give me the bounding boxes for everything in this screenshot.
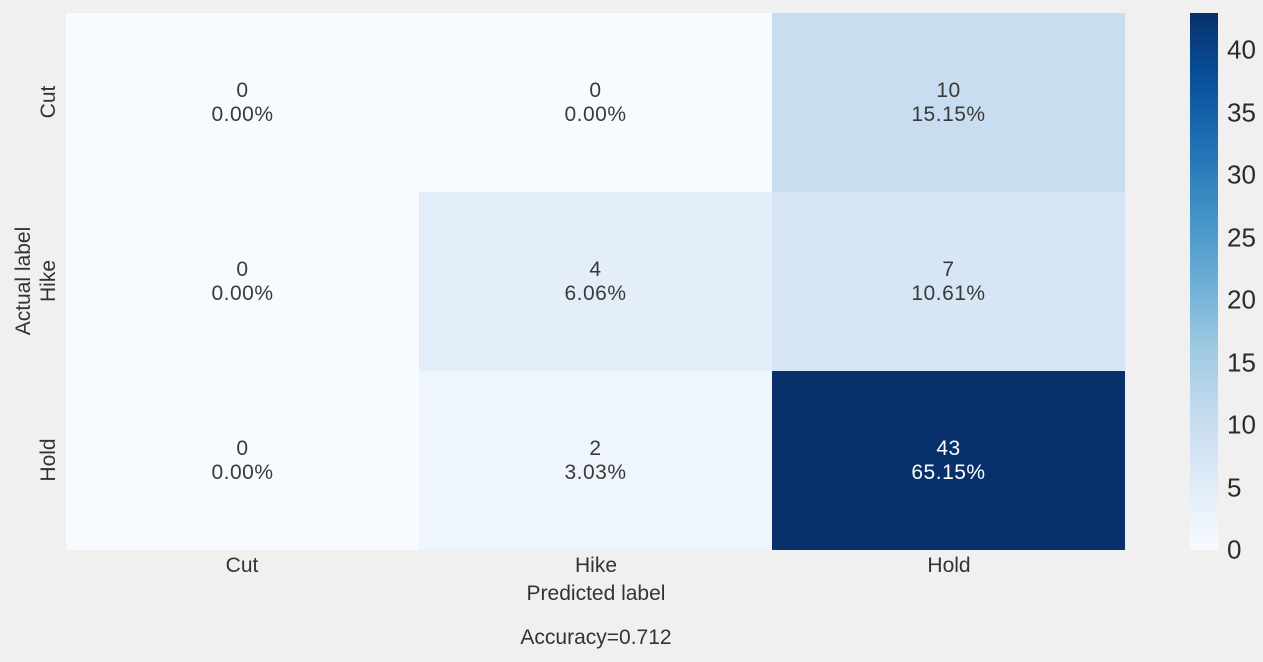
cell-count: 0 bbox=[236, 78, 249, 102]
colorbar-tick-label: 35 bbox=[1227, 97, 1256, 128]
x-tick-label-hold: Hold bbox=[927, 554, 971, 577]
cell-percent: 0.00% bbox=[564, 102, 627, 126]
colorbar-tick-label: 25 bbox=[1227, 222, 1256, 253]
heatmap-cell: 4 6.06% bbox=[419, 192, 772, 371]
cell-percent: 10.61% bbox=[911, 281, 986, 305]
cell-count: 10 bbox=[936, 78, 961, 102]
cell-percent: 6.06% bbox=[564, 281, 627, 305]
colorbar-tick-label: 40 bbox=[1227, 34, 1256, 65]
colorbar-tick-label: 10 bbox=[1227, 409, 1256, 440]
heatmap-cell: 7 10.61% bbox=[772, 192, 1125, 371]
heatmap-cell: 43 65.15% bbox=[772, 371, 1125, 550]
cell-count: 0 bbox=[589, 78, 602, 102]
heatmap: 0 0.00% 0 0.00% 10 15.15% 0 0.00% 4 6.06… bbox=[66, 13, 1125, 550]
colorbar-gradient bbox=[1190, 13, 1218, 550]
x-axis-title: Predicted label bbox=[526, 582, 666, 605]
cell-count: 7 bbox=[942, 257, 955, 281]
heatmap-cell: 2 3.03% bbox=[419, 371, 772, 550]
cell-count: 43 bbox=[936, 436, 961, 460]
y-tick-label-hike: Hike bbox=[37, 259, 60, 303]
cell-percent: 15.15% bbox=[911, 102, 986, 126]
heatmap-cell: 10 15.15% bbox=[772, 13, 1125, 192]
colorbar-tick-label: 15 bbox=[1227, 347, 1256, 378]
cell-count: 0 bbox=[236, 436, 249, 460]
cell-count: 0 bbox=[236, 257, 249, 281]
cell-percent: 0.00% bbox=[211, 281, 274, 305]
cell-percent: 0.00% bbox=[211, 102, 274, 126]
colorbar-tick-label: 0 bbox=[1227, 534, 1242, 565]
x-tick-label-hike: Hike bbox=[574, 554, 618, 577]
cell-percent: 3.03% bbox=[564, 460, 627, 484]
colorbar-tick-label: 5 bbox=[1227, 472, 1242, 503]
cell-count: 4 bbox=[589, 257, 602, 281]
colorbar-tick-label: 30 bbox=[1227, 159, 1256, 190]
y-tick-label-cut: Cut bbox=[37, 85, 60, 119]
cell-percent: 65.15% bbox=[911, 460, 986, 484]
heatmap-cell: 0 0.00% bbox=[66, 13, 419, 192]
x-tick-label-cut: Cut bbox=[225, 554, 259, 577]
y-axis-title: Actual label bbox=[12, 226, 35, 336]
heatmap-cell: 0 0.00% bbox=[66, 371, 419, 550]
cell-count: 2 bbox=[589, 436, 602, 460]
accuracy-annotation: Accuracy=0.712 bbox=[520, 626, 672, 649]
colorbar-tick-label: 20 bbox=[1227, 284, 1256, 315]
cell-percent: 0.00% bbox=[211, 460, 274, 484]
heatmap-cell: 0 0.00% bbox=[419, 13, 772, 192]
y-tick-label-hold: Hold bbox=[37, 438, 60, 482]
heatmap-cell: 0 0.00% bbox=[66, 192, 419, 371]
